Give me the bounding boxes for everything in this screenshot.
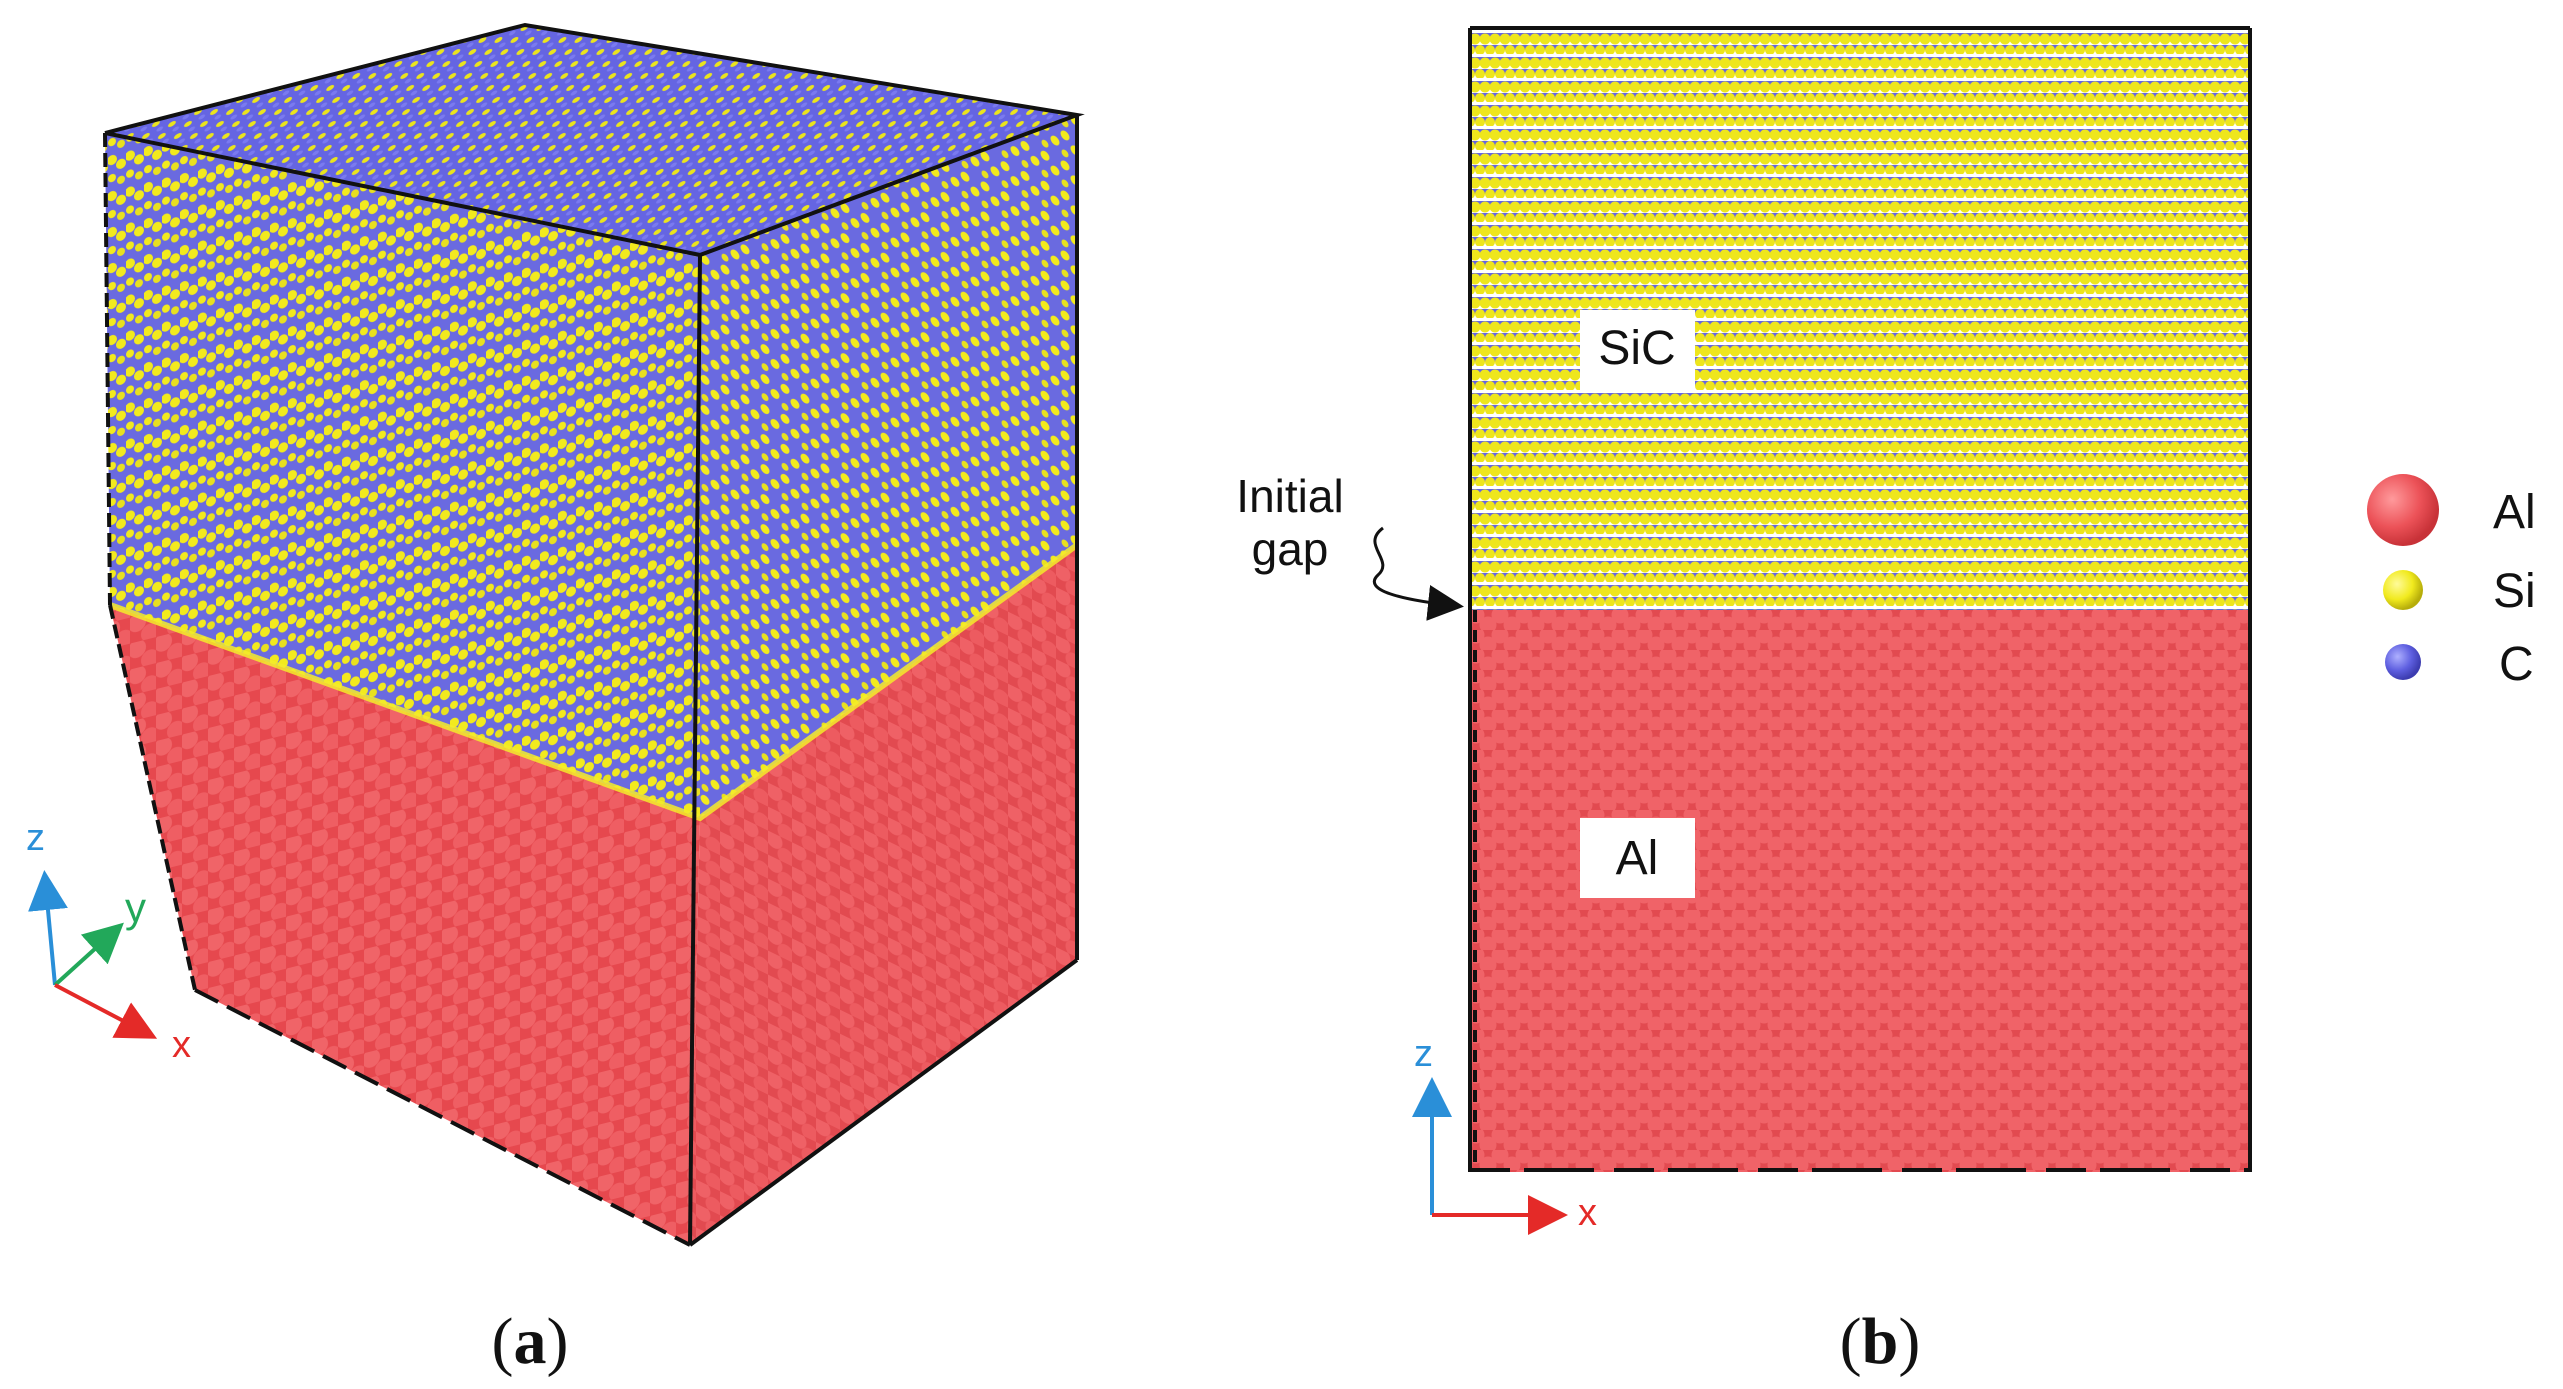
panel-b: SiC Al Initial gap z x (b) [1236,26,2252,1378]
sic-label-box [1580,310,1695,390]
caption-a-letter: a [514,1305,547,1378]
sic-left-face [105,133,700,818]
legend-al-label: Al [2493,486,2536,539]
initial-gap-line1: Initial [1236,470,1343,522]
axes-triad-a: z y x [26,817,191,1066]
caption-b-letter: b [1862,1305,1899,1378]
z-axis-label-b: z [1414,1033,1433,1075]
z-axis-arrow [28,870,68,986]
z-axis-label: z [26,817,45,859]
caption-b: (b) [1840,1305,1921,1378]
legend-c-label: C [2499,638,2534,691]
interface-line [108,542,1079,822]
sic-label: SiC [1598,322,1675,375]
x-axis-arrow [54,983,158,1039]
al-label: Al [1616,832,1659,885]
legend-si-label: Si [2493,565,2536,618]
y-axis-arrow [53,922,124,987]
al-label-box [1580,818,1695,898]
legend: Al Si C [2367,474,2536,691]
section-edges [1468,26,2252,1172]
x-axis-label-b: x [1578,1192,1597,1234]
axes-pair-b: z x [1412,1033,1597,1235]
legend-al-marker [2367,474,2439,546]
sic-right-face [700,115,1077,818]
y-axis-label: y [125,884,146,931]
caption-a: (a) [492,1305,569,1378]
legend-si-marker [2383,570,2423,610]
x-axis-label: x [172,1024,191,1066]
legend-c-marker [2385,644,2421,680]
box-edges [103,22,1085,1247]
panel-a: z y x (a) [26,22,1085,1378]
initial-gap-line2: gap [1252,523,1329,575]
initial-gap-arrow [1372,526,1464,621]
sic-top-face [105,25,1077,255]
al-right-face [690,545,1077,1245]
